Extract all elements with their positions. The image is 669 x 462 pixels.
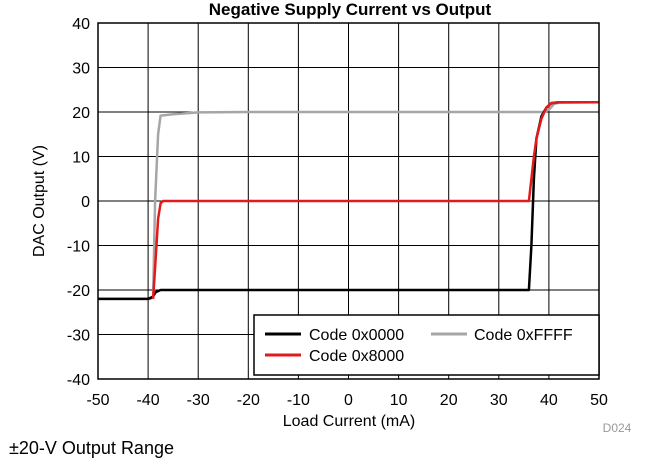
plot-series: [98, 100, 600, 301]
series-line-2: [151, 100, 599, 299]
y-tick-label-0: -40: [67, 372, 90, 389]
y-tick-label-4: 0: [81, 194, 90, 211]
chart-title: Negative Supply Current vs Output: [209, 0, 492, 19]
x-tick-label-0: -50: [86, 392, 109, 409]
x-tick-label-1: -40: [137, 392, 160, 409]
y-axis-ticks: -40 -30 -20 -10 0 10 20 30 40: [67, 16, 90, 389]
x-tick-label-6: 10: [390, 392, 408, 409]
legend: Code 0x0000 Code 0xFFFF Code 0x8000: [253, 314, 600, 376]
x-axis-label: Load Current (mA): [283, 413, 416, 430]
x-tick-label-4: -10: [287, 392, 310, 409]
series-line-1: [98, 100, 600, 301]
y-tick-label-8: 40: [72, 16, 90, 33]
figure-caption: ±20-V Output Range: [9, 438, 174, 458]
legend-label-0: Code 0x0000: [309, 327, 404, 344]
legend-box: [253, 314, 600, 376]
y-tick-label-5: 10: [72, 150, 90, 167]
y-tick-label-7: 30: [72, 61, 90, 78]
y-tick-label-3: -10: [67, 239, 90, 256]
y-tick-label-6: 20: [72, 105, 90, 122]
y-tick-label-2: -20: [67, 283, 90, 300]
x-tick-label-7: 20: [440, 392, 458, 409]
legend-label-2: Code 0x8000: [309, 348, 404, 365]
y-axis-label: DAC Output (V): [31, 145, 48, 257]
y-tick-label-1: -30: [67, 328, 90, 345]
plot-frame: [97, 22, 600, 380]
x-tick-label-8: 30: [490, 392, 508, 409]
x-tick-label-2: -30: [187, 392, 210, 409]
x-axis-ticks: -50 -40 -30 -20 -10 0 10 20 30 40 50: [86, 392, 608, 409]
chart-id-label: D024: [603, 421, 632, 435]
x-tick-label-5: 0: [344, 392, 353, 409]
legend-label-1: Code 0xFFFF: [474, 327, 573, 344]
x-tick-label-10: 50: [590, 392, 608, 409]
x-tick-label-3: -20: [237, 392, 260, 409]
x-tick-label-9: 40: [540, 392, 558, 409]
